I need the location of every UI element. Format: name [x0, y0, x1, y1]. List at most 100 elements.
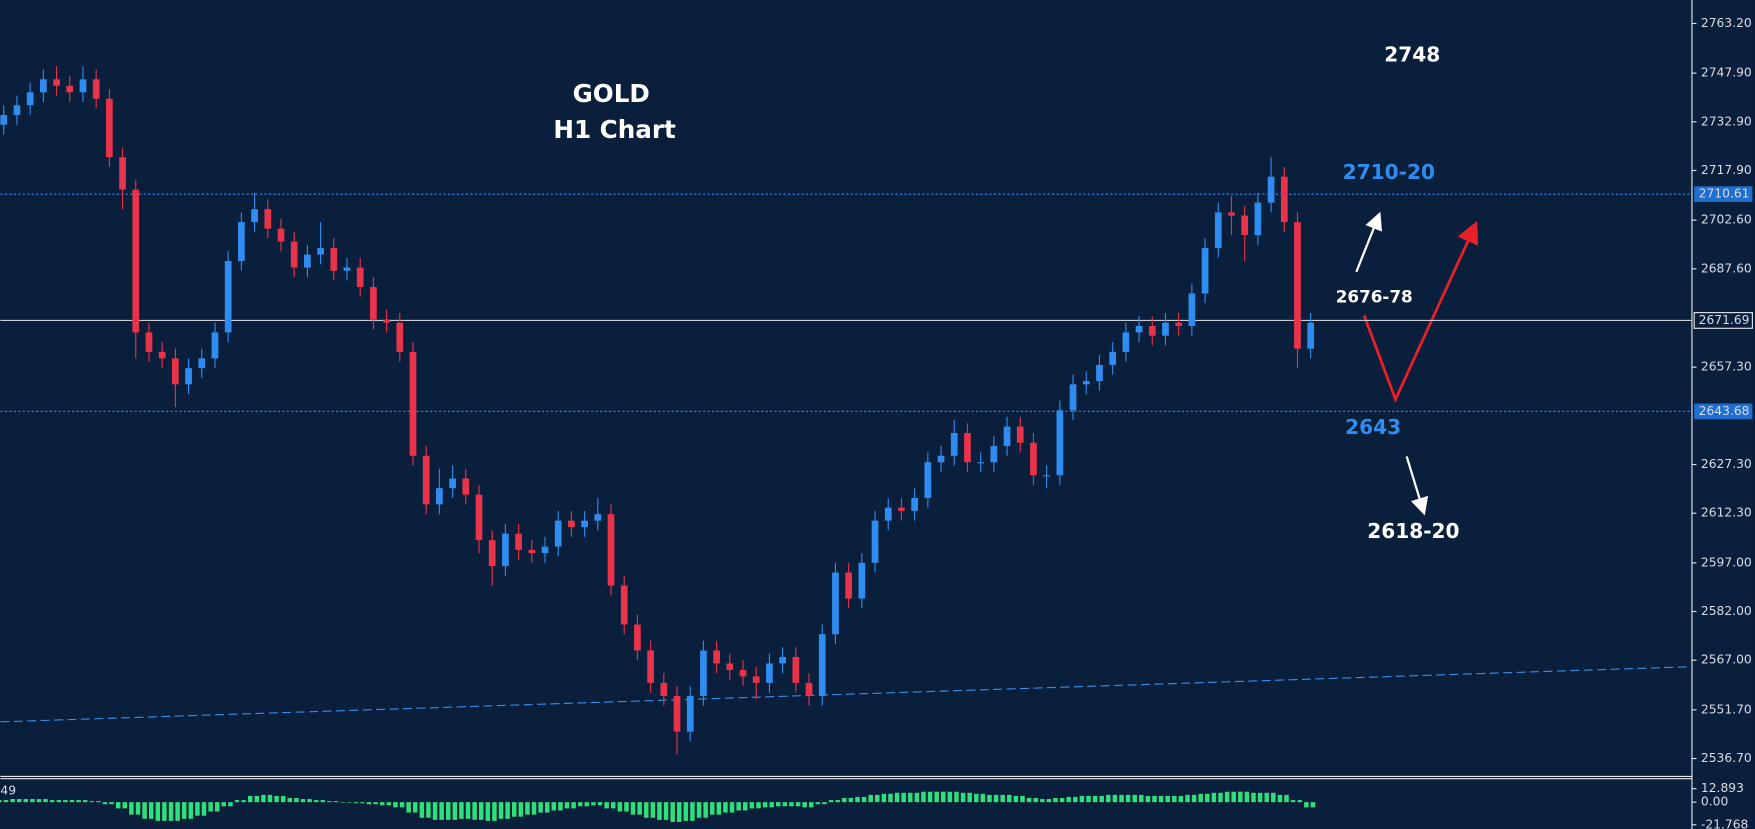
- candle-body: [475, 494, 483, 541]
- arrows: [1355, 211, 1479, 516]
- macd-bar: [162, 802, 167, 821]
- macd-bar: [934, 791, 939, 803]
- annotation: H1 Chart: [553, 115, 676, 144]
- candle-body: [330, 248, 338, 271]
- macd-bar: [789, 802, 794, 807]
- macd-bar: [505, 802, 510, 819]
- candle-body: [805, 682, 813, 696]
- candle-body: [1162, 322, 1169, 336]
- macd-bar: [1040, 799, 1045, 803]
- macd-bar: [571, 802, 576, 809]
- macd-bar: [16, 799, 22, 803]
- macd-bar: [399, 802, 405, 808]
- macd-bar: [650, 802, 656, 818]
- macd-bar: [1238, 791, 1243, 803]
- macd-bar: [1066, 796, 1071, 803]
- macd-bar: [967, 792, 972, 803]
- macd-bar: [657, 802, 662, 820]
- candle-body: [792, 656, 800, 683]
- candle-body: [581, 520, 588, 528]
- macd-bar: [1165, 795, 1170, 803]
- candle-body: [39, 79, 47, 93]
- macd-bar: [419, 802, 425, 818]
- y-tick-label: 2536.70: [1701, 751, 1752, 765]
- macd-bar: [346, 802, 352, 803]
- macd-bar: [313, 800, 319, 803]
- macd-bar: [855, 796, 860, 803]
- macd-bar: [432, 802, 438, 820]
- macd-bar: [525, 802, 530, 815]
- macd-bar: [1244, 791, 1250, 803]
- macd-bar: [848, 797, 854, 803]
- candle-body: [990, 446, 998, 463]
- annotation: 2676-78: [1336, 287, 1413, 307]
- macd-bar: [809, 802, 814, 808]
- macd-bar: [1000, 794, 1005, 803]
- macd-bar: [531, 802, 537, 815]
- macd-bar: [782, 802, 788, 807]
- candle-body: [660, 682, 668, 696]
- candle-body: [1016, 426, 1024, 443]
- macd-bar: [875, 794, 880, 803]
- candle-body: [977, 462, 985, 464]
- macd-bar: [109, 802, 114, 805]
- candle-body: [1307, 322, 1315, 349]
- candle-body: [1280, 176, 1288, 223]
- candle-body: [924, 462, 932, 498]
- macd-bar: [1172, 795, 1177, 803]
- candle-body: [356, 267, 364, 288]
- y-tick-label: 2612.30: [1701, 506, 1752, 520]
- macd-bar: [472, 802, 477, 820]
- macd-bar: [386, 802, 392, 806]
- y-tick-label: 2582.00: [1701, 604, 1752, 618]
- macd-bar: [756, 802, 761, 809]
- indicator-label: 49: [0, 783, 16, 797]
- macd-bar: [1112, 794, 1118, 803]
- price-label-box: [1694, 186, 1753, 202]
- macd-bar: [1231, 791, 1236, 803]
- macd-bar: [261, 794, 266, 803]
- candle-body: [79, 79, 87, 93]
- macd-bar: [538, 802, 543, 813]
- macd-bar: [749, 802, 755, 809]
- candle-body: [449, 478, 456, 489]
- macd-bar: [234, 800, 240, 803]
- arrow: [1405, 456, 1429, 516]
- macd-bar: [201, 802, 207, 816]
- macd-bar: [1053, 797, 1058, 803]
- candle-body: [515, 533, 522, 550]
- y-tick-label: 2763.20: [1701, 16, 1752, 30]
- macd-bar: [307, 799, 312, 803]
- candle-body: [92, 79, 100, 99]
- macd-bar: [36, 799, 42, 803]
- macd-bar: [221, 802, 227, 807]
- macd-bar: [578, 802, 583, 807]
- candle-body: [185, 368, 192, 385]
- candle-body: [898, 507, 905, 511]
- macd-bar: [23, 799, 29, 803]
- macd-bar: [366, 802, 372, 805]
- candle-body: [713, 650, 720, 664]
- macd-bar: [611, 802, 616, 809]
- macd-bar: [604, 802, 609, 809]
- macd-bar: [459, 802, 464, 819]
- macd-bar: [1191, 794, 1197, 803]
- candle-body: [304, 254, 311, 268]
- candle-body: [1254, 202, 1262, 236]
- macd-bar: [63, 800, 68, 803]
- macd-bar: [1251, 792, 1256, 803]
- macd-bar: [881, 793, 887, 803]
- candle-body: [752, 676, 760, 683]
- macd-bar: [835, 800, 840, 803]
- candle-body: [1267, 176, 1275, 203]
- candle-body: [145, 332, 153, 352]
- candle-body: [647, 650, 654, 683]
- macd-bar: [3, 800, 9, 803]
- candle-body: [884, 507, 892, 521]
- macd-bar: [696, 802, 702, 818]
- candle-body: [277, 228, 285, 242]
- macd-bar: [1007, 794, 1012, 803]
- macd-bar: [868, 794, 873, 803]
